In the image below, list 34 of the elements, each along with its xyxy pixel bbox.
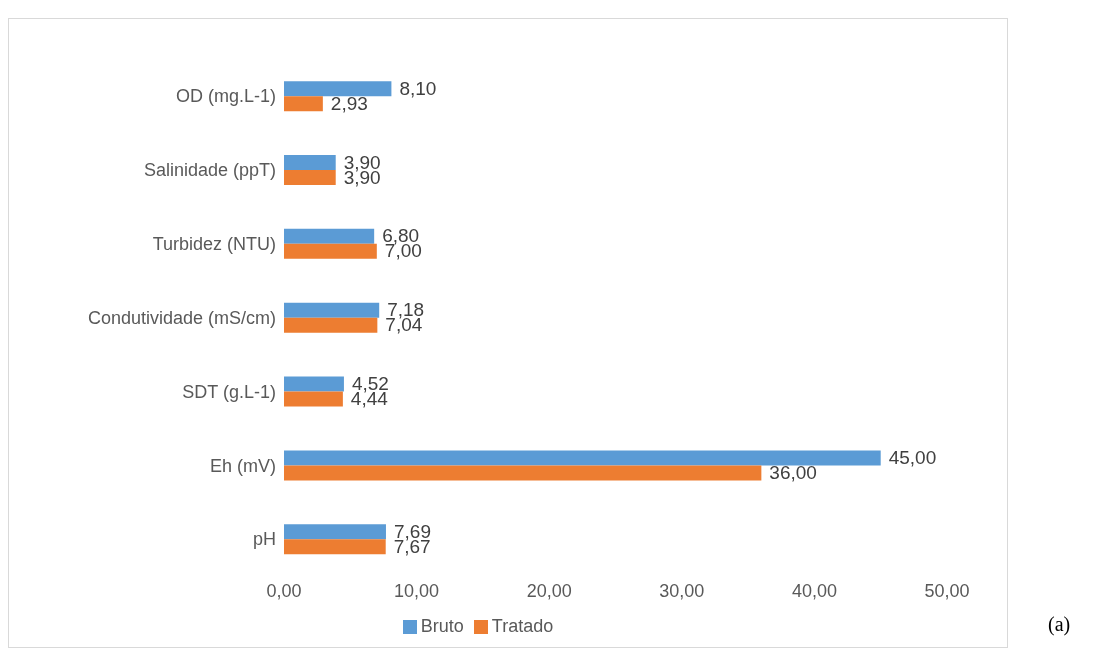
bar (284, 302, 380, 318)
bar (284, 524, 386, 540)
bar (284, 155, 336, 171)
y-tick-label: Condutividade (mS/cm) (87, 307, 276, 328)
legend-label: Bruto (420, 616, 464, 636)
x-tick-label: 40,00 (791, 580, 837, 601)
x-tick-label: 10,00 (394, 580, 440, 601)
data-label: 36,00 (769, 461, 817, 483)
y-tick-label: pH (252, 529, 276, 550)
x-tick-label: 0,00 (266, 580, 302, 601)
text: (a) (1048, 613, 1071, 636)
x-tick-label: 50,00 (924, 580, 970, 601)
bar (284, 391, 343, 407)
data-label: 8,10 (399, 77, 437, 99)
legend-label: Tratado (491, 616, 554, 636)
data-label: 45,00 (888, 446, 937, 468)
y-tick-label: SDT (g.L-1) (182, 381, 276, 402)
bar (284, 465, 762, 481)
bar (284, 376, 344, 392)
bar (284, 450, 881, 466)
bar (284, 81, 392, 97)
x-tick-label: 20,00 (526, 580, 572, 601)
y-tick-label: OD (mg.L-1) (175, 86, 276, 107)
y-tick-label: Eh (mV) (209, 455, 276, 476)
bar (284, 96, 323, 112)
y-tick-label: Salinidade (ppT) (143, 160, 276, 181)
x-tick-label: 30,00 (659, 580, 705, 601)
bar (284, 228, 375, 244)
y-tick-label: Turbidez (NTU) (152, 234, 276, 255)
bar (284, 243, 377, 259)
bar (284, 317, 378, 333)
data-label: 2,93 (330, 92, 368, 114)
bar (284, 170, 336, 186)
bar (284, 539, 386, 555)
